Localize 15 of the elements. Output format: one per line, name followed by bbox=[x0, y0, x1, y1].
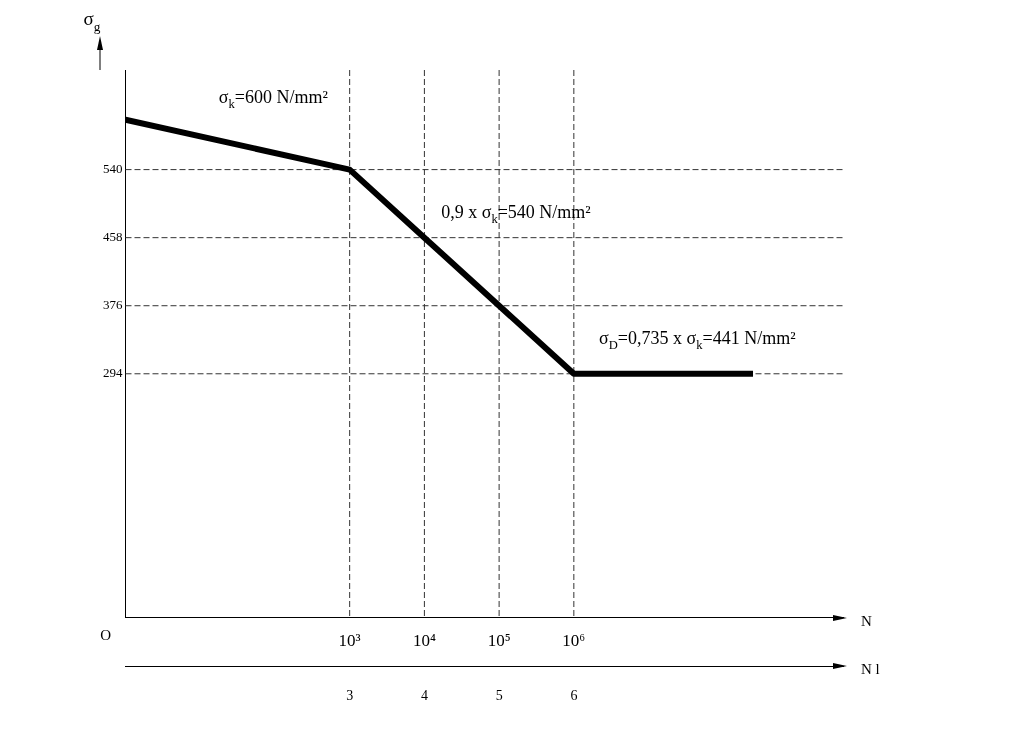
x-axis-title: N bbox=[861, 612, 872, 629]
y-tick-label: 458 bbox=[103, 229, 123, 245]
x-tick-label: 10⁶ bbox=[562, 631, 586, 651]
x-tick-label: 10³ bbox=[338, 631, 361, 651]
x2-tick-label: 3 bbox=[346, 688, 354, 704]
x2-tick-label: 4 bbox=[420, 688, 428, 704]
x-tick-label: 10⁴ bbox=[412, 631, 436, 651]
x-tick-label: 10⁵ bbox=[487, 631, 511, 651]
x2-axis-title: N l bbox=[861, 661, 880, 678]
y-tick-label: 376 bbox=[103, 297, 123, 313]
y-tick-label: 294 bbox=[103, 365, 123, 381]
text: O bbox=[100, 626, 112, 643]
y-tick-label: 540 bbox=[103, 161, 123, 177]
x2-tick-label: 6 bbox=[570, 688, 578, 704]
x2-tick-label: 5 bbox=[495, 688, 503, 704]
